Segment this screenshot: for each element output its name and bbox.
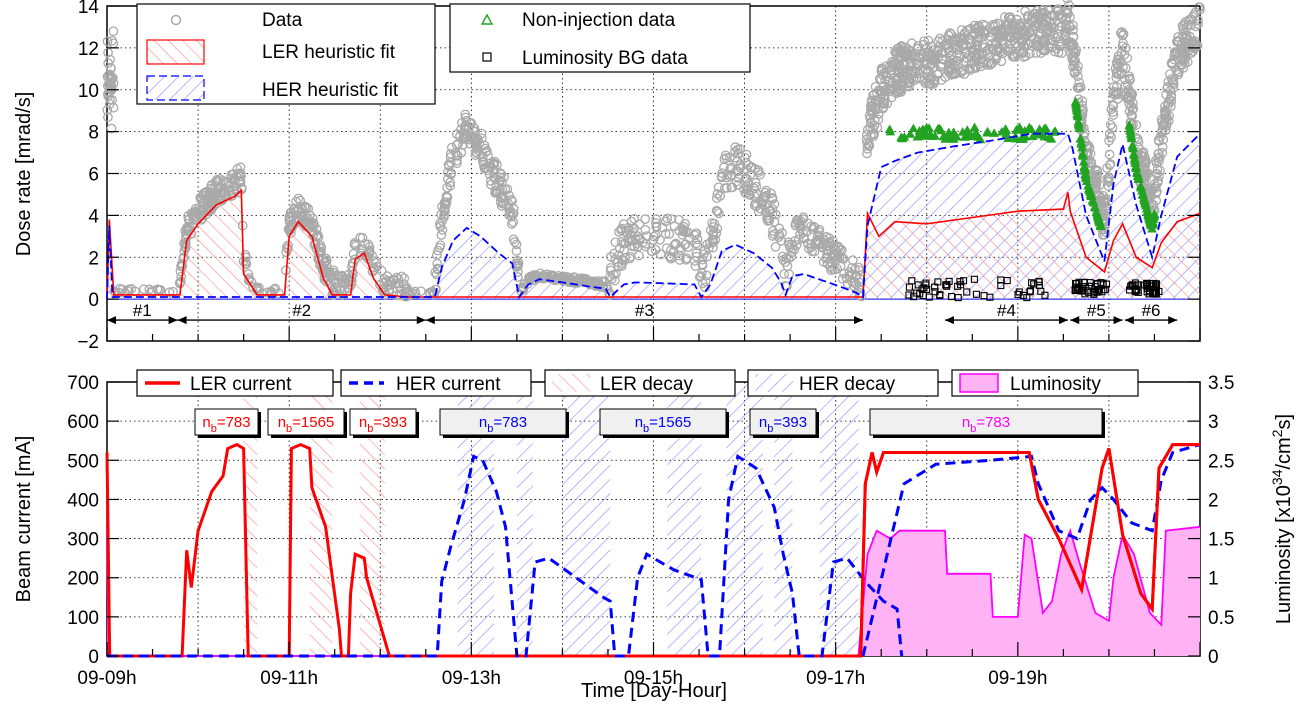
- region-label: #5: [1087, 301, 1106, 320]
- top-y-tick-label: 14: [78, 0, 100, 18]
- x-tick-label: 09-17h: [806, 668, 865, 689]
- legend-label-her-current: HER current: [396, 374, 501, 395]
- right-y-axis-title: Luminosity [x1034/cm2s]: [1269, 414, 1295, 624]
- right-y-tick-label: 2.5: [1208, 451, 1234, 472]
- top-y-tick-label: −2: [77, 332, 99, 353]
- region-label: #1: [133, 301, 152, 320]
- legend-bottom: LER current HER current LER decay HER de…: [137, 370, 1138, 396]
- right-y-tick-label: 3: [1208, 412, 1219, 433]
- legend-label-ler-fit: LER heuristic fit: [262, 42, 396, 63]
- bottom-y-tick-label: 500: [67, 451, 99, 472]
- legend-swatch-ler-fit: [147, 40, 204, 64]
- legend-label-ler-decay: LER decay: [600, 374, 693, 395]
- right-y-tick-label: 0.5: [1208, 608, 1234, 629]
- bottom-y-tick-label: 600: [67, 412, 99, 433]
- bottom-y-tick-label: 200: [67, 569, 99, 590]
- legend-swatch-her-decay: [755, 374, 793, 392]
- bottom-y-tick-label: 0: [88, 647, 99, 668]
- top-panel: −2 0 2 4 6 8 10 12 14 #1 #2 #3 #4 #5 #6 Data LER heur…: [13, 0, 1204, 353]
- top-y-tick-label: 6: [88, 165, 99, 186]
- region-label: #2: [292, 301, 311, 320]
- bottom-y-tick-label: 100: [67, 608, 99, 629]
- legend-label-noninj: Non-injection data: [522, 10, 676, 31]
- legend-swatch-her-fit: [147, 76, 204, 100]
- bottom-y-tick-label: 300: [67, 530, 99, 551]
- top-y-tick-label: 2: [88, 248, 99, 269]
- right-y-tick-label: 0: [1208, 647, 1219, 668]
- legend-label-data: Data: [262, 10, 303, 31]
- region-label: #4: [997, 301, 1016, 320]
- right-y-tick-label: 1.5: [1208, 530, 1234, 551]
- bottom-y-tick-label: 400: [67, 490, 99, 511]
- bottom-panel: 0 100 200 300 400 500 600 700 0 0.5 1 1.5 2 2.5 3 3.5 09…: [13, 327, 1295, 702]
- legend-swatch-ler-decay: [552, 374, 590, 392]
- x-tick-label: 09-11h: [260, 668, 318, 689]
- x-tick-label: 09-19h: [988, 668, 1047, 689]
- right-y-tick-label: 2: [1208, 490, 1219, 511]
- top-y-axis-title: Dose rate [mrad/s]: [13, 92, 35, 257]
- x-axis-title: Time [Day-Hour]: [581, 680, 727, 702]
- x-tick-label: 09-09h: [77, 668, 136, 689]
- right-y-tick-label: 3.5: [1208, 373, 1234, 394]
- her-decay-region: [820, 382, 859, 656]
- legend-top-center: Non-injection data Luminosity BG data: [450, 4, 750, 72]
- top-y-tick-label: 0: [88, 290, 99, 311]
- bottom-y-axis-title: Beam current [mA]: [13, 436, 35, 603]
- legend-label-luminosity: Luminosity: [1010, 374, 1101, 395]
- x-tick-label: 09-13h: [442, 668, 501, 689]
- region-label: #6: [1142, 301, 1161, 320]
- top-y-tick-label: 4: [88, 206, 99, 227]
- right-y-tick-label: 1: [1208, 569, 1219, 590]
- bunch-labels: nb=783 nb=1565 nb=393 nb=783 nb=1565 nb=393 nb…: [195, 409, 1105, 438]
- top-y-tick-label: 12: [78, 39, 99, 60]
- top-y-tick-label: 10: [78, 81, 99, 102]
- region-label: #3: [635, 301, 654, 320]
- legend-label-her-decay: HER decay: [799, 374, 896, 395]
- legend-top-left: Data LER heuristic fit HER heuristic fit: [137, 4, 435, 104]
- legend-label-ler-current: LER current: [190, 374, 292, 395]
- legend-label-her-fit: HER heuristic fit: [262, 80, 399, 101]
- bottom-y-tick-label: 700: [67, 373, 99, 394]
- legend-label-lumibg: Luminosity BG data: [522, 48, 688, 69]
- top-y-tick-label: 8: [88, 123, 99, 144]
- legend-swatch-luminosity: [960, 374, 998, 392]
